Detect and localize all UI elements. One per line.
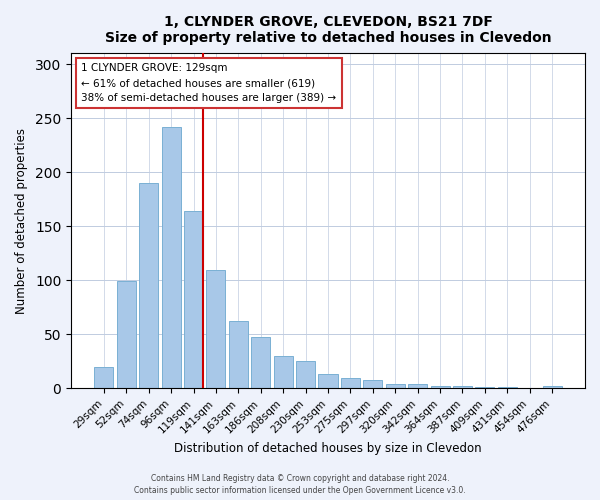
Bar xyxy=(386,384,405,388)
Bar xyxy=(229,322,248,388)
Y-axis label: Number of detached properties: Number of detached properties xyxy=(15,128,28,314)
Bar xyxy=(542,386,562,388)
Bar xyxy=(453,386,472,388)
Title: 1, CLYNDER GROVE, CLEVEDON, BS21 7DF
Size of property relative to detached house: 1, CLYNDER GROVE, CLEVEDON, BS21 7DF Siz… xyxy=(105,15,551,45)
Bar xyxy=(408,384,427,388)
Bar xyxy=(274,356,293,388)
Bar xyxy=(161,127,181,388)
Bar xyxy=(139,183,158,388)
Bar xyxy=(206,270,226,388)
Text: Contains HM Land Registry data © Crown copyright and database right 2024.
Contai: Contains HM Land Registry data © Crown c… xyxy=(134,474,466,495)
Bar xyxy=(431,386,449,388)
Bar xyxy=(94,367,113,388)
Bar xyxy=(319,374,338,388)
Bar xyxy=(341,378,360,388)
X-axis label: Distribution of detached houses by size in Clevedon: Distribution of detached houses by size … xyxy=(174,442,482,455)
Bar xyxy=(184,211,203,388)
Bar xyxy=(117,282,136,389)
Bar xyxy=(251,336,271,388)
Text: 1 CLYNDER GROVE: 129sqm
← 61% of detached houses are smaller (619)
38% of semi-d: 1 CLYNDER GROVE: 129sqm ← 61% of detache… xyxy=(82,64,337,103)
Bar xyxy=(296,362,315,388)
Bar xyxy=(364,380,382,388)
